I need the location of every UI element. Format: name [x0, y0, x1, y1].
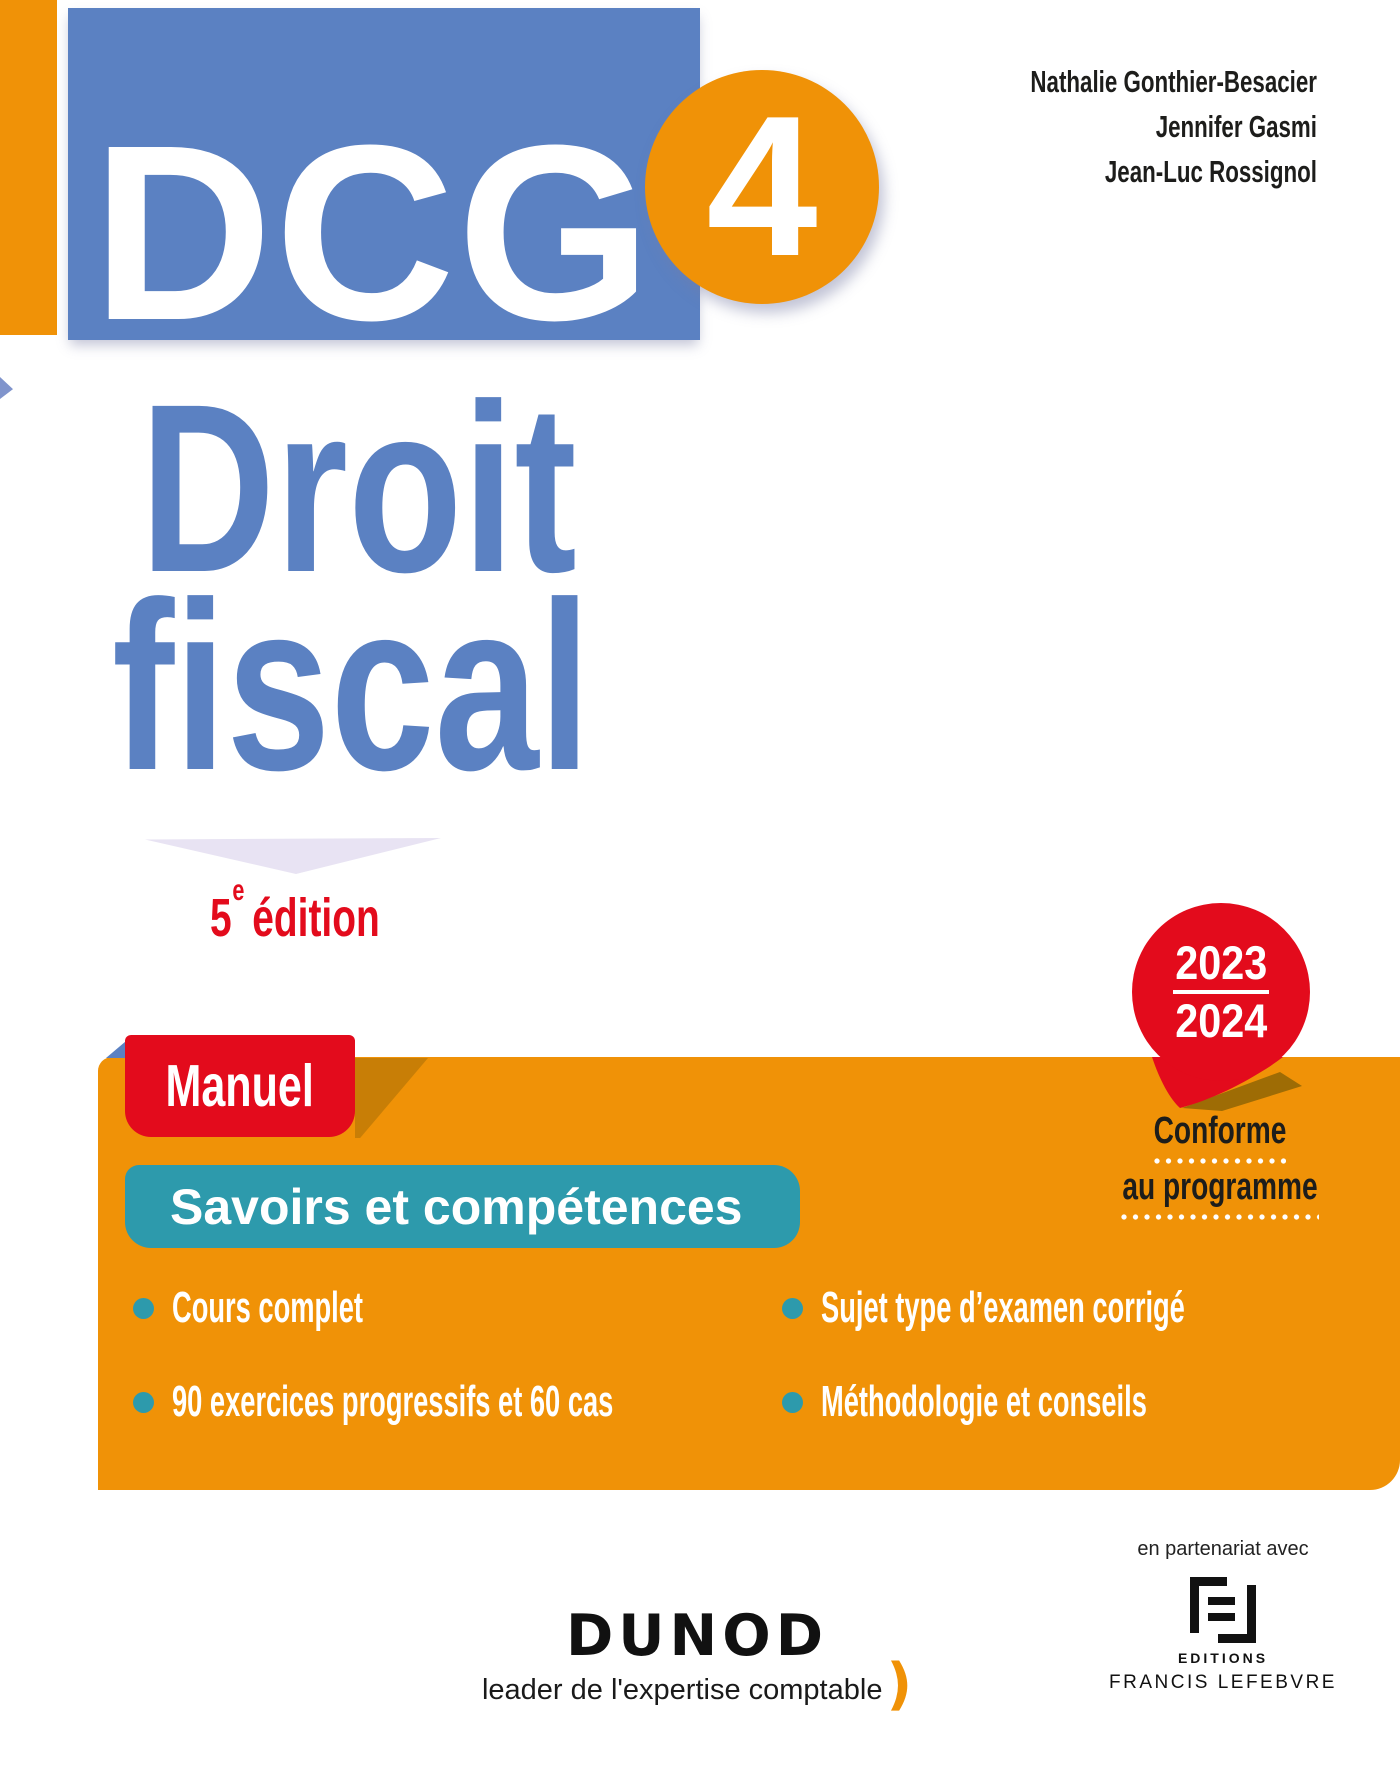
- feature-label: Sujet type d’examen corrigé: [821, 1283, 1185, 1332]
- feature-item: Cours complet: [133, 1285, 480, 1331]
- edition-label: 5e édition: [210, 874, 380, 945]
- category-label: Manuel: [165, 1053, 315, 1119]
- dotted-divider: [1154, 1158, 1286, 1164]
- book-title-line-2: fiscal: [112, 552, 591, 820]
- feature-item: Méthodologie et conseils: [782, 1379, 1347, 1425]
- left-accent-stripe: [0, 0, 57, 335]
- edition-ordinal: e: [232, 874, 245, 907]
- feature-label: Cours complet: [172, 1283, 363, 1332]
- collection-label: Savoirs et compétences: [170, 1178, 743, 1235]
- efl-editions-label: EDITIONS: [1177, 1650, 1269, 1666]
- dotted-divider: [1121, 1214, 1319, 1220]
- feature-item: 90 exercices progressifs et 60 cas: [133, 1379, 884, 1425]
- partnership-label: en partenariat avec: [1137, 1538, 1309, 1560]
- author-name: Jennifer Gasmi: [1155, 109, 1317, 144]
- series-number: 4: [706, 75, 818, 298]
- feature-label: 90 exercices progressifs et 60 cas: [172, 1377, 614, 1426]
- conformity-note: Conforme au programme: [1030, 1110, 1400, 1222]
- feature-label: Méthodologie et conseils: [821, 1377, 1147, 1426]
- feature-bullet-icon: [133, 1297, 154, 1319]
- swoosh-icon: ): [886, 1652, 913, 1717]
- badge-divider: [1173, 990, 1269, 994]
- conformity-line-1: Conforme: [1153, 1110, 1287, 1152]
- edition-word: édition: [252, 888, 380, 948]
- conformity-line-2: au programme: [1122, 1166, 1318, 1208]
- series-number-circle: 4: [645, 70, 879, 304]
- feature-item: Sujet type d’examen corrigé: [782, 1285, 1400, 1331]
- edition-number: 5: [210, 888, 232, 948]
- author-name: Jean-Luc Rossignol: [1104, 154, 1317, 189]
- feature-bullet-icon: [782, 1391, 803, 1413]
- author-name: Nathalie Gonthier-Besacier: [1030, 64, 1317, 99]
- edge-wedge-decoration: [0, 377, 13, 399]
- year-top: 2023: [1174, 936, 1268, 989]
- feature-bullet-icon: [133, 1391, 154, 1413]
- feature-bullet-icon: [782, 1297, 803, 1319]
- dunod-logo: DUNOD: [565, 1603, 829, 1669]
- years-badge: 2023 2024: [1132, 903, 1310, 1081]
- arrow-pointer: [145, 838, 441, 874]
- category-tab: Manuel: [125, 1035, 355, 1137]
- dunod-tagline-text: leader de l'expertise comptable: [481, 1674, 883, 1706]
- efl-name: FRANCIS LEFEBVRE: [1109, 1672, 1337, 1693]
- collection-ribbon: Savoirs et compétences: [125, 1165, 800, 1248]
- dunod-tagline: leader de l'expertise comptable): [397, 1657, 997, 1713]
- dcg-label: DCG: [92, 93, 654, 372]
- dcg-badge: [68, 8, 700, 340]
- book-title-line-1: Droit: [140, 354, 577, 622]
- author-list: Nathalie Gonthier-Besacier Jennifer Gasm…: [1030, 59, 1317, 194]
- year-bottom: 2024: [1174, 994, 1268, 1047]
- efl-logo-icon: [1190, 1577, 1256, 1643]
